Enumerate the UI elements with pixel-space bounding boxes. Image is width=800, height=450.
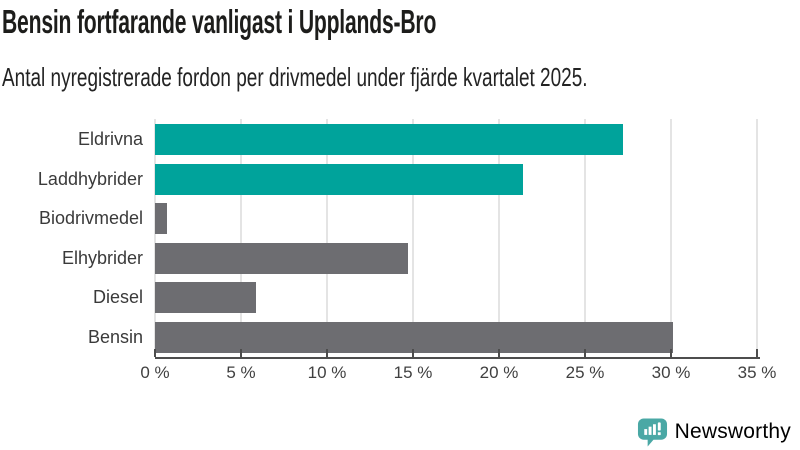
newsworthy-wordmark: Newsworthy bbox=[674, 420, 791, 443]
x-axis-tick bbox=[756, 349, 758, 357]
x-axis-tick bbox=[584, 349, 586, 357]
newsworthy-icon bbox=[637, 418, 667, 447]
x-axis-line bbox=[155, 357, 760, 359]
gridline bbox=[584, 119, 586, 357]
category-label: Eldrivna bbox=[77, 129, 143, 149]
x-axis-tick-label: 20 % bbox=[479, 363, 519, 382]
x-axis-tick bbox=[498, 349, 500, 357]
gridline bbox=[498, 119, 500, 357]
gridline bbox=[756, 119, 758, 357]
chart-subtitle: Antal nyregistrerade fordon per drivmede… bbox=[2, 62, 588, 92]
gridline bbox=[240, 119, 242, 357]
gridline bbox=[670, 119, 672, 357]
bar-elhybrider bbox=[155, 243, 408, 274]
x-axis-tick bbox=[154, 349, 156, 357]
x-axis-tick bbox=[670, 349, 672, 357]
gridline bbox=[412, 119, 414, 357]
x-axis-tick-label: 15 % bbox=[393, 363, 433, 382]
x-axis-tick bbox=[412, 349, 414, 357]
gridline bbox=[326, 119, 328, 357]
category-label: Laddhybrider bbox=[37, 169, 143, 189]
chart-title: Bensin fortfarande vanligast i Upplands-… bbox=[2, 3, 437, 40]
x-axis-tick-label: 10 % bbox=[307, 363, 347, 382]
bar-biodrivmedel bbox=[155, 203, 167, 234]
bar-eldrivna bbox=[155, 124, 623, 155]
bar-laddhybrider bbox=[155, 164, 523, 195]
category-label: Bensin bbox=[87, 327, 143, 347]
category-label: Diesel bbox=[92, 287, 143, 307]
x-axis-tick bbox=[326, 349, 328, 357]
category-label: Elhybrider bbox=[61, 248, 143, 268]
x-axis-tick-label: 30 % bbox=[651, 363, 691, 382]
x-axis-tick-label: 25 % bbox=[565, 363, 605, 382]
x-axis-tick bbox=[240, 349, 242, 357]
x-axis-tick-label: 5 % bbox=[226, 363, 256, 382]
gridline bbox=[154, 119, 156, 357]
x-axis-tick-label: 35 % bbox=[737, 363, 777, 382]
bar-bensin bbox=[155, 322, 673, 353]
x-axis-tick-label: 0 % bbox=[140, 363, 170, 382]
category-label: Biodrivmedel bbox=[38, 208, 143, 228]
newsworthy-logo: Newsworthy bbox=[637, 417, 791, 447]
bar-diesel bbox=[155, 282, 256, 313]
